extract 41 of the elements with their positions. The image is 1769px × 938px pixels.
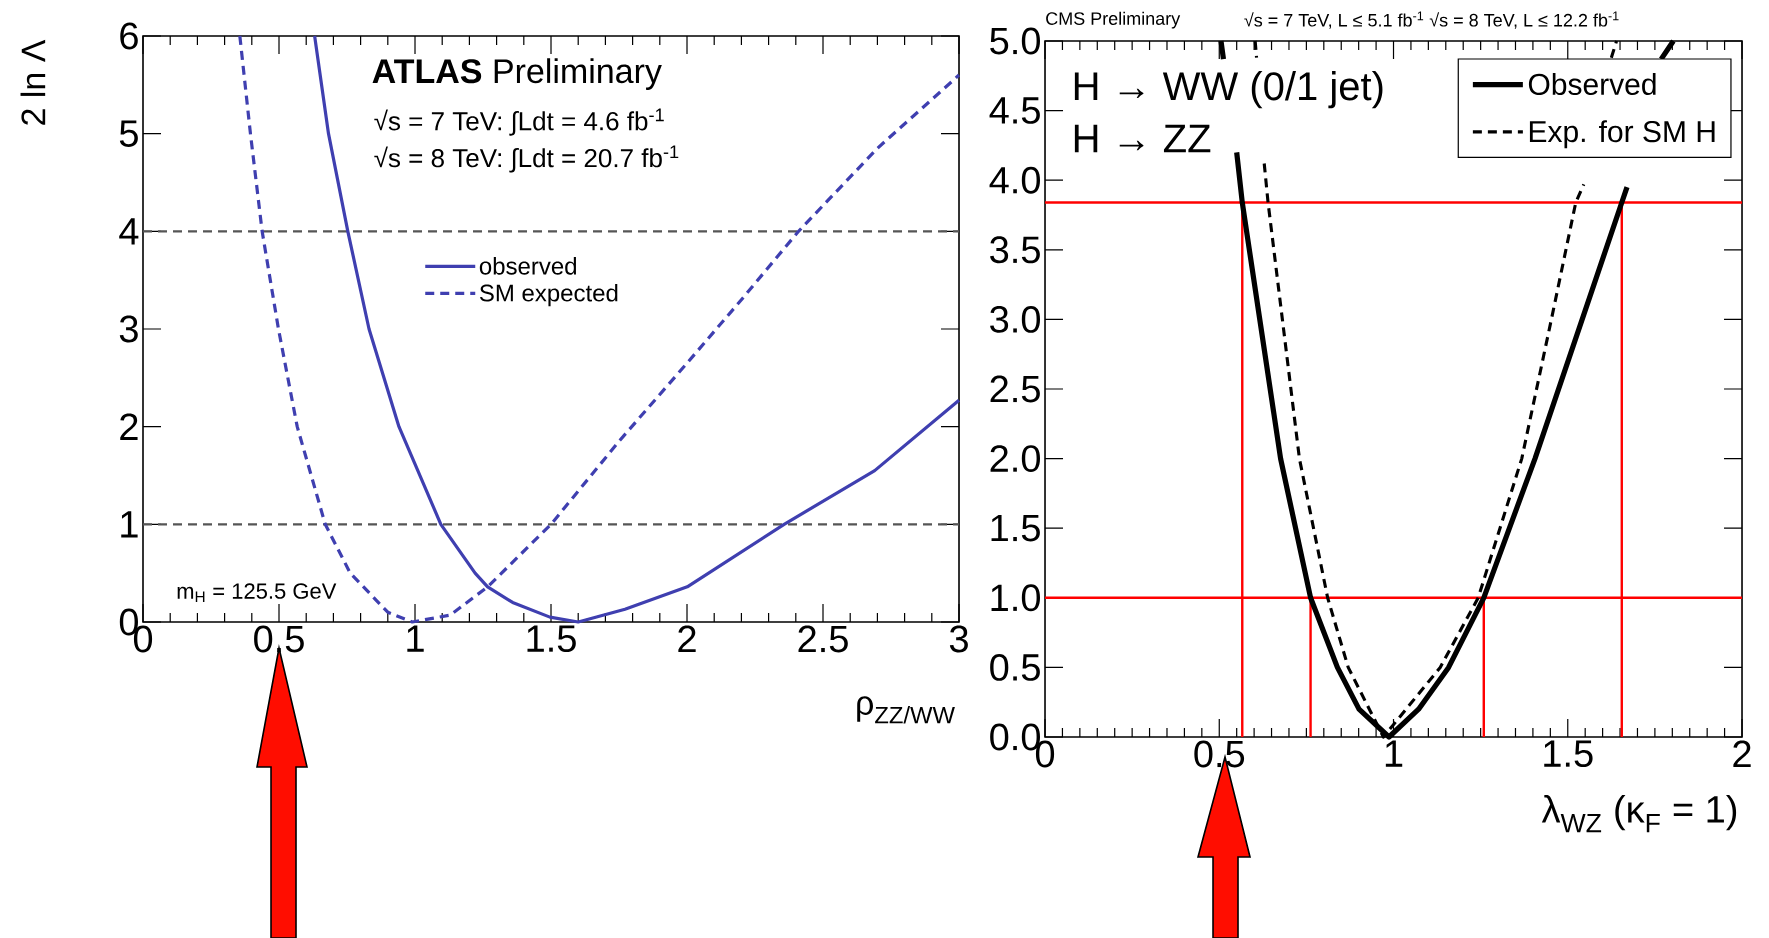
- y-tick-label: 2.5: [990, 375, 1040, 403]
- y-tick-label: 1: [121, 511, 138, 538]
- x-tick-label: 1.5: [527, 625, 576, 653]
- chart-subtitle: √s = 7 TeV, L ≤ 5.1 fb$^{-1}$ √s = 8 TeV, L ≤ 12.2 fb$^{-1}$: [1244, 11, 1619, 29]
- x-tick-label: 3: [949, 625, 968, 653]
- y-tick-label: 3.0: [990, 305, 1040, 333]
- x-tick-label: 0.5: [1194, 740, 1245, 768]
- legend-label: observed: [479, 257, 576, 275]
- annotation: H → WW (0/1 jet): [1074, 71, 1383, 109]
- y-tick-label: 1.0: [991, 584, 1040, 612]
- y-tick-label: 1.5: [991, 514, 1040, 542]
- annotation: m$_{H}$ = 125.5 GeV: [177, 583, 337, 603]
- legend-label: Exp. for SM H: [1529, 120, 1715, 149]
- text: ATLAS Preliminary: [372, 58, 662, 90]
- legend-label: Observed: [1528, 72, 1656, 96]
- annotation: √s = 8 TeV: ∫Ldt = 20.7 fb$^{-1}$: [374, 145, 679, 173]
- y-axis-title: 2 ln Λ: [20, 39, 46, 125]
- y-tick-label: 4: [119, 218, 139, 245]
- y-tick-label: 3: [119, 315, 138, 343]
- annotation: √s = 7 TeV: ∫Ldt = 4.6 fb$^{-1}$: [374, 108, 664, 136]
- x-axis-title: λ$_{WZ}$ (κ$_{F}$ = 1): [1541, 794, 1737, 833]
- y-tick-label: 4.5: [989, 97, 1040, 124]
- x-tick-label: 2.5: [798, 625, 848, 653]
- y-tick-label: 5: [119, 120, 138, 147]
- y-tick-label: 4.0: [989, 166, 1040, 194]
- x-tick-label: 1: [407, 625, 424, 652]
- chart-title: CMS Preliminary: [1046, 11, 1181, 29]
- y-tick-label: 2.0: [990, 445, 1040, 473]
- x-tick-label: 1.5: [1544, 740, 1593, 768]
- y-tick-label: 2: [120, 413, 138, 440]
- legend-label: SM expected: [479, 283, 618, 307]
- x-tick-label: 2: [678, 625, 696, 653]
- x-tick-label: 1: [1385, 740, 1403, 767]
- y-tick-label: 6: [120, 22, 138, 50]
- x-axis-title: ρ$_{ZZ/WW}$: [857, 696, 955, 724]
- annotation: H → ZZ: [1074, 124, 1211, 153]
- y-tick-label: 3.5: [990, 236, 1040, 264]
- x-tick-label: 0.5: [254, 625, 304, 653]
- x-tick-label: 2: [1733, 740, 1751, 768]
- y-tick-label: 0.5: [990, 653, 1040, 681]
- y-tick-label: 5.0: [990, 27, 1040, 55]
